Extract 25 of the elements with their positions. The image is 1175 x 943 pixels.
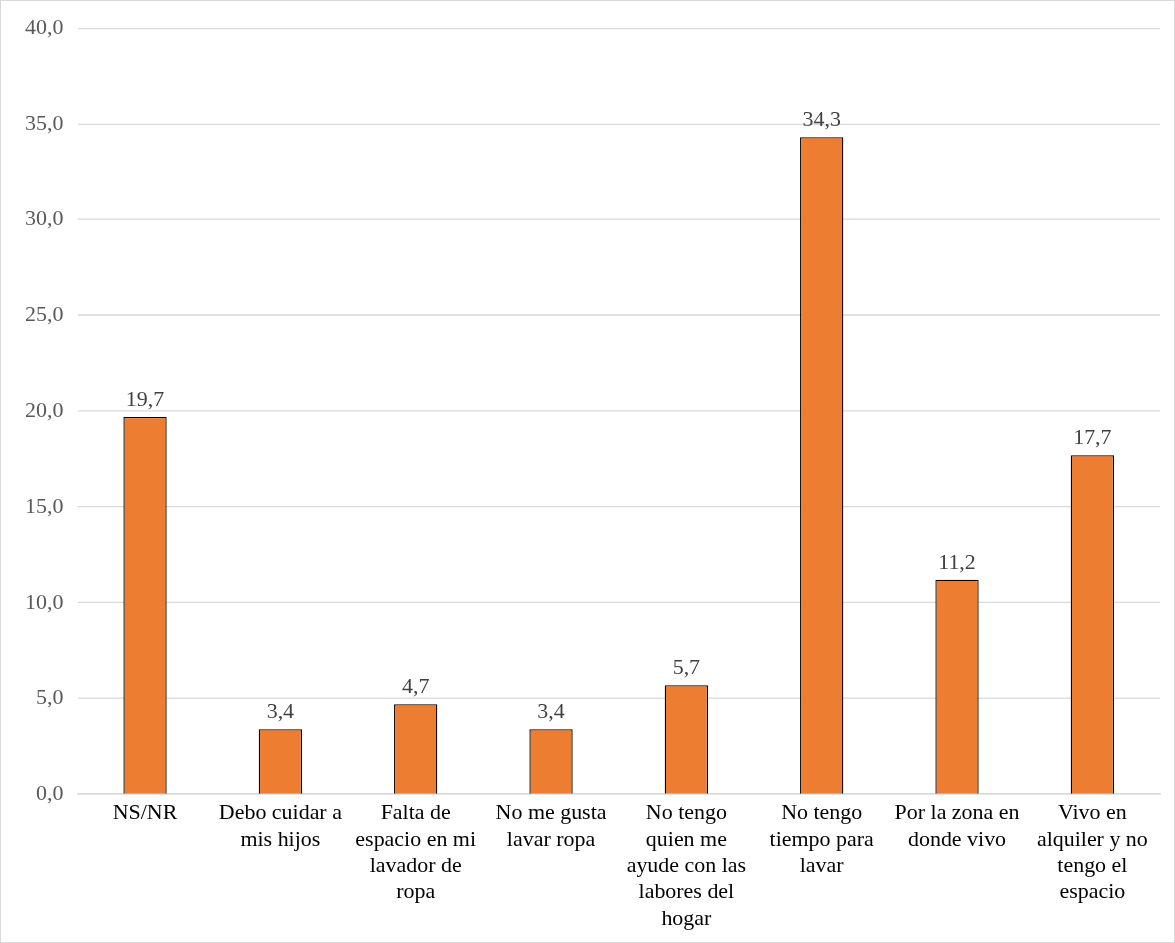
x-tick-label: No me gusta lavar ropa	[495, 799, 607, 851]
y-tick-label: 30,0	[24, 205, 64, 231]
x-tick-label: No tengo tiempo para lavar	[769, 799, 875, 877]
x-tick-label: Falta de espacio en mi lavador de ropa	[355, 799, 477, 904]
y-tick-label: 10,0	[24, 588, 64, 614]
data-label: 17,7	[1073, 424, 1112, 450]
y-tick-label: 35,0	[24, 109, 64, 135]
x-tick-label: No tengo quien me ayude con las labores del hogar	[626, 799, 747, 930]
y-tick-label: 25,0	[24, 301, 64, 327]
x-tick-label: Vivo en alquiler y no tengo el espacio	[1036, 799, 1148, 904]
data-label: 19,7	[125, 385, 165, 411]
data-label: 11,2	[938, 548, 976, 574]
x-tick-label: Debo cuidar a mis hijos	[218, 799, 343, 851]
y-tick-label: 5,0	[35, 684, 64, 710]
y-tick-label: 15,0	[24, 492, 64, 518]
data-label: 4,7	[401, 673, 430, 699]
x-tick-label: NS/NR	[112, 799, 178, 825]
data-label: 34,3	[802, 106, 841, 132]
data-label: 3,4	[537, 698, 565, 723]
x-tick-label: Por la zona en donde vivo	[894, 799, 1020, 851]
y-tick-label: 40,0	[24, 13, 64, 39]
y-tick-label: 0,0	[35, 780, 64, 806]
data-label: 5,7	[672, 653, 701, 679]
data-label: 3,4	[266, 698, 295, 723]
y-tick-label: 20,0	[24, 397, 64, 422]
